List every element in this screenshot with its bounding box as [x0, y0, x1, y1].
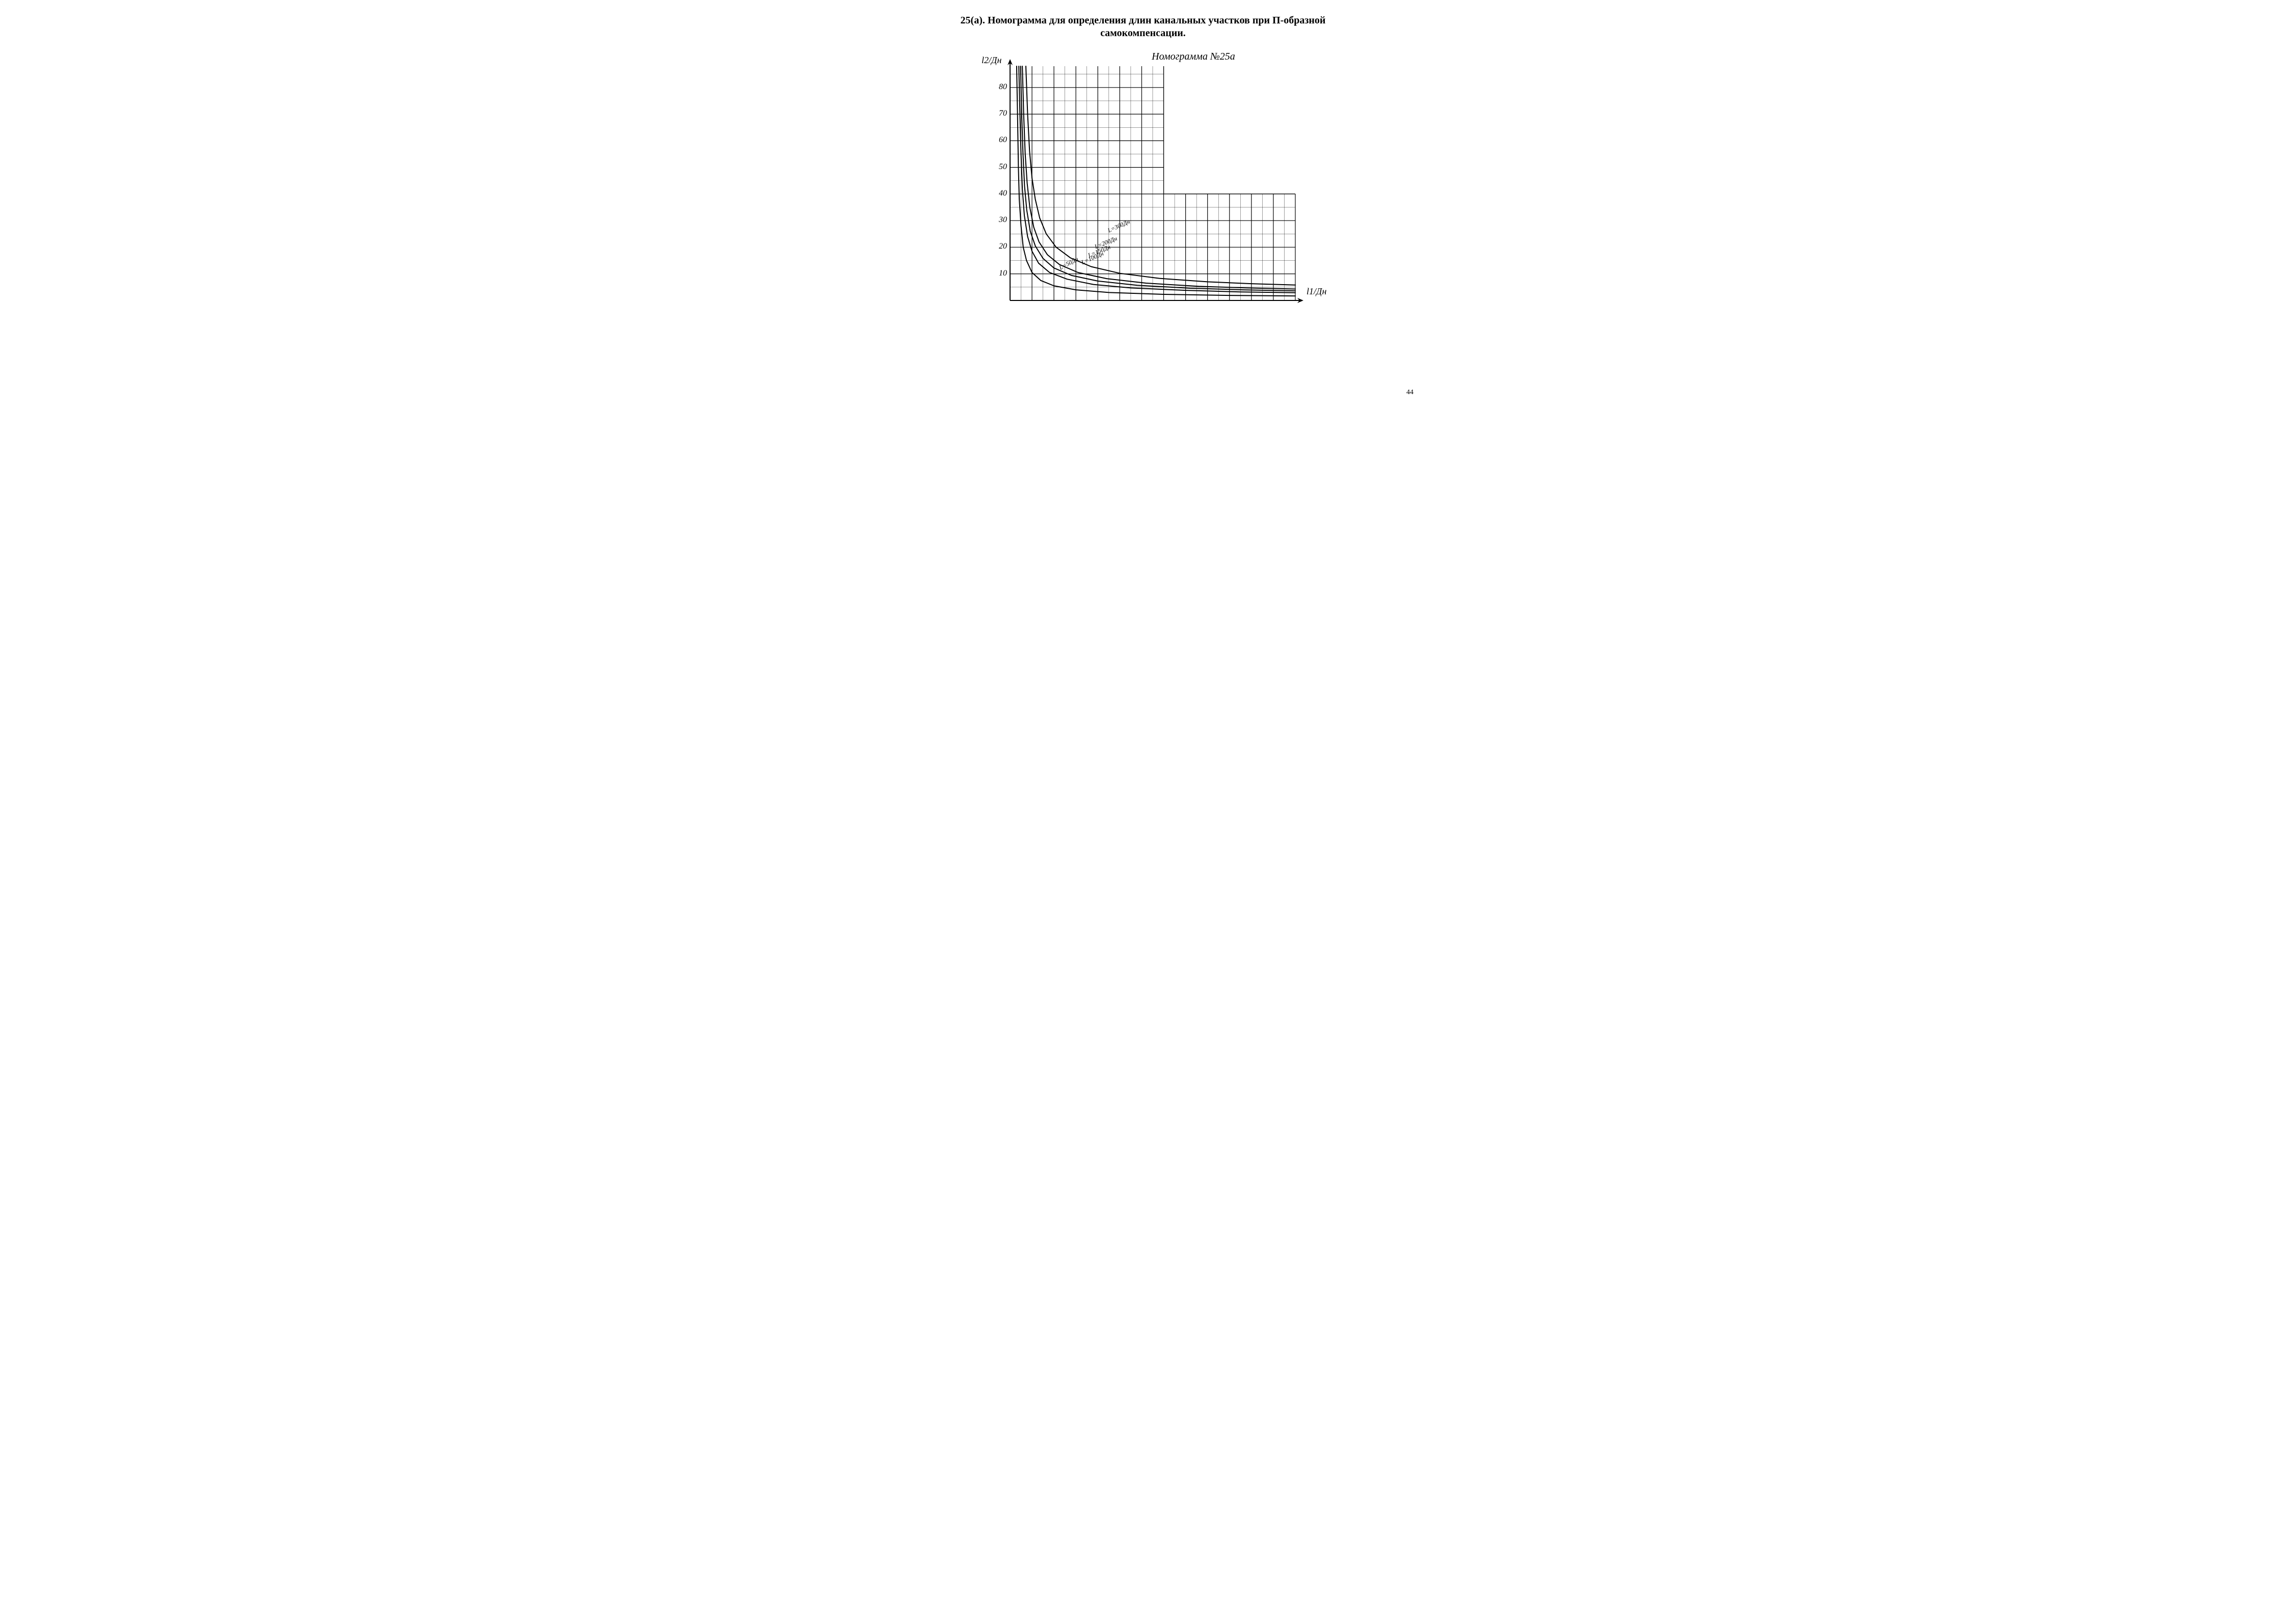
y-tick-label: 60 [993, 135, 1007, 145]
y-tick-label: 50 [993, 162, 1007, 172]
page-title: 25(а). Номограмма для определения длин к… [857, 14, 1429, 40]
chart-svg: L=50ДнL=100ДнL=150ДнL=200ДнL=300Дн [985, 51, 1336, 316]
nomogram-chart: L=50ДнL=100ДнL=150ДнL=200ДнL=300Дн10 20 30… [985, 51, 1336, 318]
y-tick-label: 20 [993, 242, 1007, 251]
y-tick-label: 10 [993, 269, 1007, 278]
page: 25(а). Номограмма для определения длин к… [857, 0, 1429, 406]
page-number: 44 [1406, 389, 1413, 397]
y-tick-label: 40 [993, 189, 1007, 198]
chart-subtitle: Номограмма №25а [1051, 51, 1336, 63]
title-line1: 25(а). Номограмма для определения длин к… [961, 15, 1326, 26]
title-line2: самокомпенсации. [1100, 27, 1186, 39]
x-axis-label: l1/Дн [1307, 286, 1326, 297]
y-tick-label: 80 [993, 82, 1007, 92]
y-axis-label: l2/Дн [982, 55, 1001, 66]
y-tick-label: 30 [993, 215, 1007, 225]
y-tick-label: 70 [993, 109, 1007, 118]
